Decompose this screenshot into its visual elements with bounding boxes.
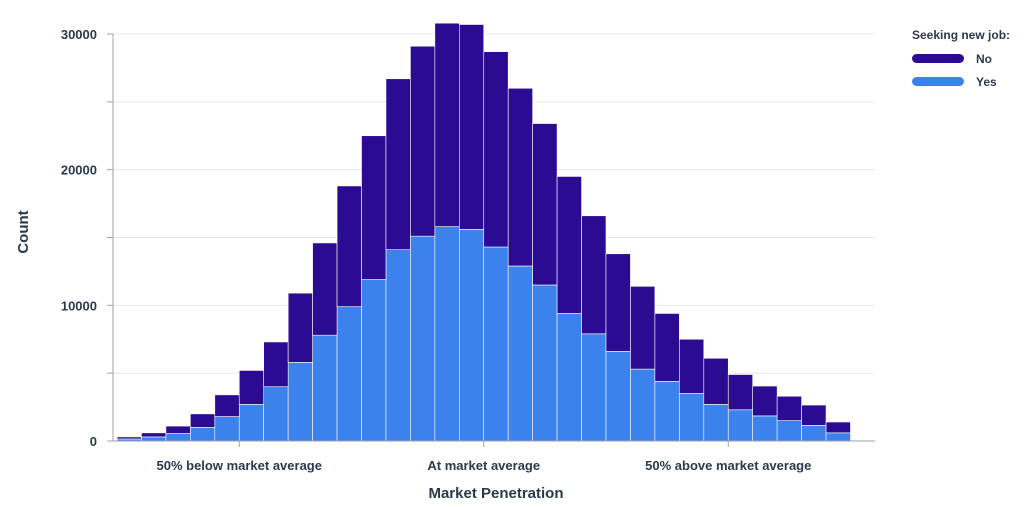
bar-yes-3 <box>190 427 216 442</box>
bar-no-17 <box>532 123 558 286</box>
bar-no-9 <box>336 185 362 307</box>
bar-no-11 <box>385 78 411 251</box>
bar-yes-11 <box>385 249 411 442</box>
bar-yes-27 <box>776 420 802 442</box>
bar-no-15 <box>483 51 509 248</box>
bar-no-27 <box>776 395 802 421</box>
x-tick-label-1: At market average <box>427 458 540 473</box>
x-axis-title: Market Penetration <box>428 485 563 502</box>
bar-yes-21 <box>630 368 656 442</box>
bar-no-0 <box>116 436 142 440</box>
bar-no-2 <box>165 425 191 434</box>
bar-yes-18 <box>556 313 582 442</box>
bar-no-12 <box>410 45 436 237</box>
bar-no-22 <box>654 313 680 382</box>
legend-title: Seeking new job: <box>912 28 1010 42</box>
bar-no-4 <box>214 394 240 417</box>
bar-no-10 <box>361 135 387 280</box>
bar-yes-2 <box>165 433 191 442</box>
bar-no-5 <box>238 370 265 405</box>
legend-label-no: No <box>976 52 992 66</box>
bar-no-3 <box>190 413 216 428</box>
bar-layer <box>116 22 851 442</box>
bar-yes-13 <box>434 226 460 442</box>
bar-yes-8 <box>312 334 338 442</box>
legend-label-yes: Yes <box>976 75 997 89</box>
bar-no-29 <box>825 421 851 434</box>
bar-no-20 <box>605 253 631 352</box>
bar-yes-10 <box>361 279 387 442</box>
bar-no-13 <box>434 22 460 227</box>
bar-yes-24 <box>703 404 729 442</box>
legend: Seeking new job: No Yes <box>912 28 1010 89</box>
bar-no-25 <box>727 374 754 411</box>
bar-yes-23 <box>679 393 705 442</box>
bar-yes-28 <box>801 425 827 442</box>
bar-yes-29 <box>825 432 851 442</box>
x-tick-labels: 50% below market average At market averag… <box>157 441 811 473</box>
bar-yes-20 <box>605 351 631 442</box>
bar-yes-4 <box>214 416 240 442</box>
bar-no-24 <box>703 357 729 405</box>
bar-yes-9 <box>336 306 362 442</box>
bar-no-1 <box>141 432 167 438</box>
y-tick-label-20000: 20000 <box>61 163 97 178</box>
bar-no-23 <box>679 338 705 394</box>
bar-yes-25 <box>727 409 754 442</box>
bar-yes-6 <box>263 386 289 442</box>
bar-no-26 <box>752 385 778 417</box>
y-axis-title: Count <box>15 210 32 253</box>
bar-yes-19 <box>581 333 607 442</box>
bar-yes-15 <box>483 246 509 442</box>
y-tick-label-10000: 10000 <box>61 298 97 313</box>
bar-yes-14 <box>458 229 485 442</box>
bar-yes-7 <box>287 362 313 442</box>
bar-yes-12 <box>410 235 436 442</box>
legend-swatch-yes <box>912 77 964 86</box>
bar-yes-17 <box>532 284 558 442</box>
bar-no-16 <box>507 87 533 267</box>
bar-no-18 <box>556 176 582 314</box>
bar-yes-1 <box>141 436 167 442</box>
axes <box>112 34 875 442</box>
bar-no-21 <box>630 286 656 370</box>
bar-yes-16 <box>507 265 533 442</box>
bar-no-7 <box>287 292 313 363</box>
y-tick-labels: 0 10000 20000 30000 <box>61 27 97 449</box>
y-tick-label-30000: 30000 <box>61 27 97 42</box>
legend-swatch-no <box>912 54 964 63</box>
bar-yes-26 <box>752 415 778 442</box>
x-tick-label-0: 50% below market average <box>157 458 322 473</box>
bar-no-19 <box>581 215 607 335</box>
bar-no-8 <box>312 242 338 336</box>
y-tick-label-0: 0 <box>90 434 97 449</box>
bar-yes-22 <box>654 381 680 442</box>
bar-no-14 <box>458 24 485 230</box>
bar-no-28 <box>801 404 827 426</box>
bar-yes-5 <box>238 404 265 442</box>
x-tick-label-2: 50% above market average <box>645 458 811 473</box>
bar-no-6 <box>263 341 289 388</box>
